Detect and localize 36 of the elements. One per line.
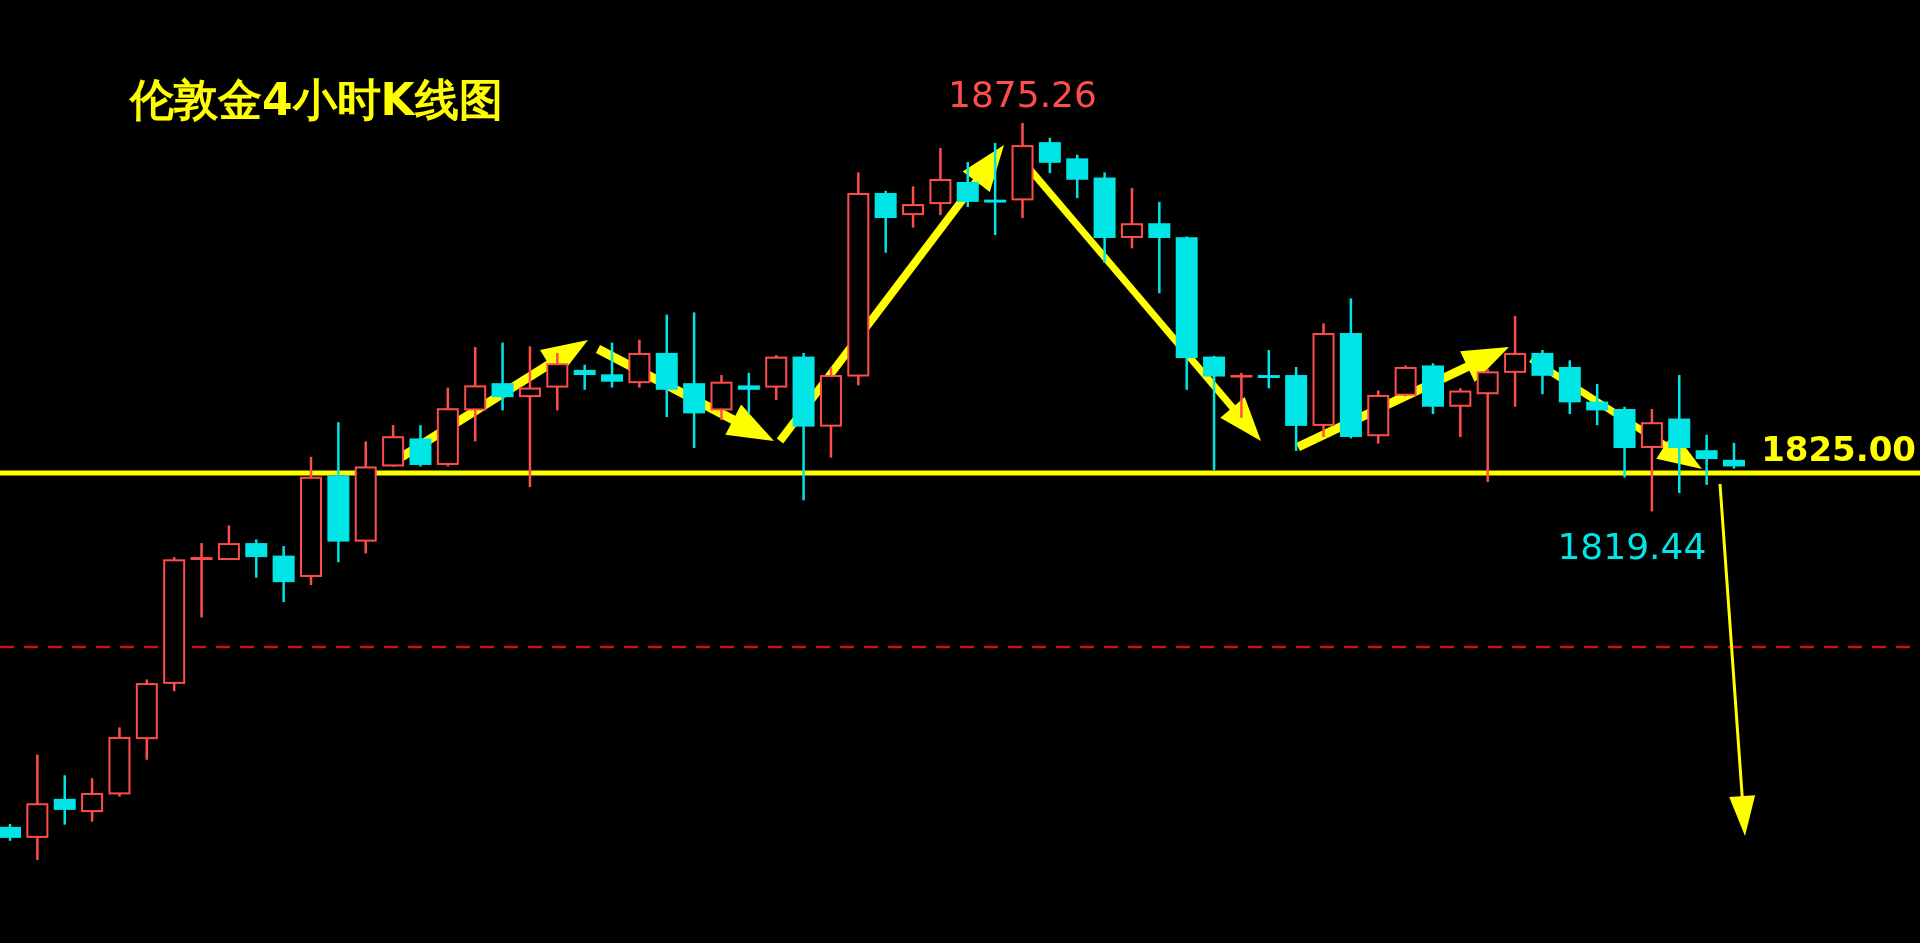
candlestick <box>217 524 240 562</box>
candlestick <box>1586 382 1609 427</box>
candlestick <box>984 141 1007 237</box>
candlestick <box>491 341 514 412</box>
annotation: 1819.44 <box>1557 526 1707 568</box>
candlestick <box>1038 136 1061 175</box>
candlestick <box>1230 371 1253 420</box>
candlestick <box>245 538 268 579</box>
candlestick <box>1203 354 1226 472</box>
chart-title: 伦敦金4小时K线图 <box>128 74 503 125</box>
candlestick <box>1504 314 1527 408</box>
candlestick <box>1257 348 1280 390</box>
text: 1825.00 <box>1761 429 1916 470</box>
candlestick <box>737 371 760 415</box>
candlestick <box>1723 441 1745 470</box>
candlestick <box>929 146 952 217</box>
candlestick <box>1148 200 1171 295</box>
candlestick <box>1695 433 1718 487</box>
candlestick <box>464 345 487 443</box>
candlestick <box>190 541 213 619</box>
candlestick <box>1476 367 1499 484</box>
candlestick <box>1449 387 1472 439</box>
candlestick <box>601 341 624 389</box>
candlestick <box>1120 186 1143 250</box>
candlestick <box>1066 153 1089 200</box>
candlestick <box>546 351 569 412</box>
candlestick <box>573 363 596 392</box>
candlestick <box>874 189 897 254</box>
candlestick <box>1640 407 1663 513</box>
candlestick <box>1531 348 1554 396</box>
candlestick <box>902 185 925 229</box>
candlestick <box>956 160 979 209</box>
candlestick <box>81 776 104 823</box>
text: 1875.26 <box>948 74 1097 115</box>
candlestick <box>518 345 541 489</box>
candlestick <box>53 773 76 826</box>
